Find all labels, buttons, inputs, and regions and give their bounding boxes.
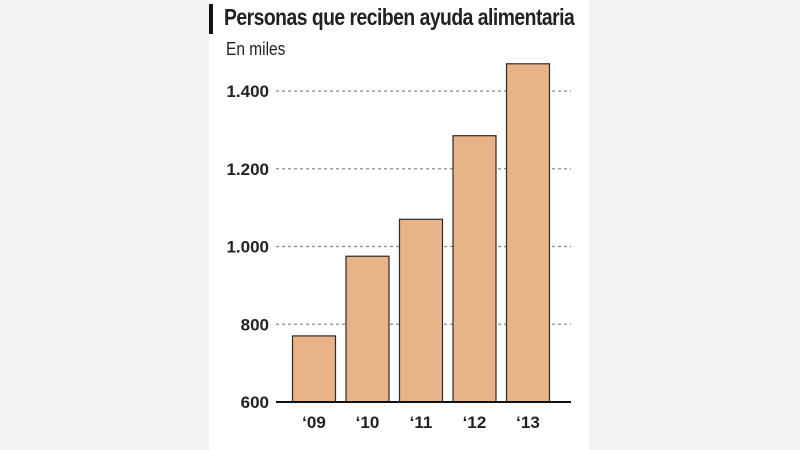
bar: [452, 135, 497, 403]
x-tick-label: ‘10: [356, 413, 380, 432]
y-tick-label: 1.200: [226, 160, 269, 179]
gridlines: [276, 90, 571, 325]
x-tick-label: ‘09: [302, 413, 326, 432]
bar: [291, 335, 337, 403]
bar: [398, 218, 444, 403]
y-tick-label: 1.400: [226, 82, 269, 101]
chart-subtitle: En miles: [226, 39, 286, 59]
chart-title: Personas que reciben ayuda alimentaria: [224, 4, 575, 30]
x-tick-label: ‘11: [410, 413, 433, 432]
y-tick-label: 800: [241, 315, 269, 334]
bar: [505, 63, 551, 403]
bar: [345, 255, 390, 403]
x-tick-label: ‘13: [516, 413, 540, 432]
x-axis-ticks: ‘09 ‘10 ‘11 ‘12 ‘13: [302, 413, 540, 432]
x-tick-label: ‘12: [463, 413, 487, 432]
bars: [291, 63, 551, 403]
y-axis-ticks: 600 800 1.000 1.200 1.400: [226, 82, 269, 412]
title-accent-bar: [209, 4, 213, 34]
y-tick-label: 1.000: [226, 238, 269, 257]
y-tick-label: 600: [241, 393, 269, 412]
